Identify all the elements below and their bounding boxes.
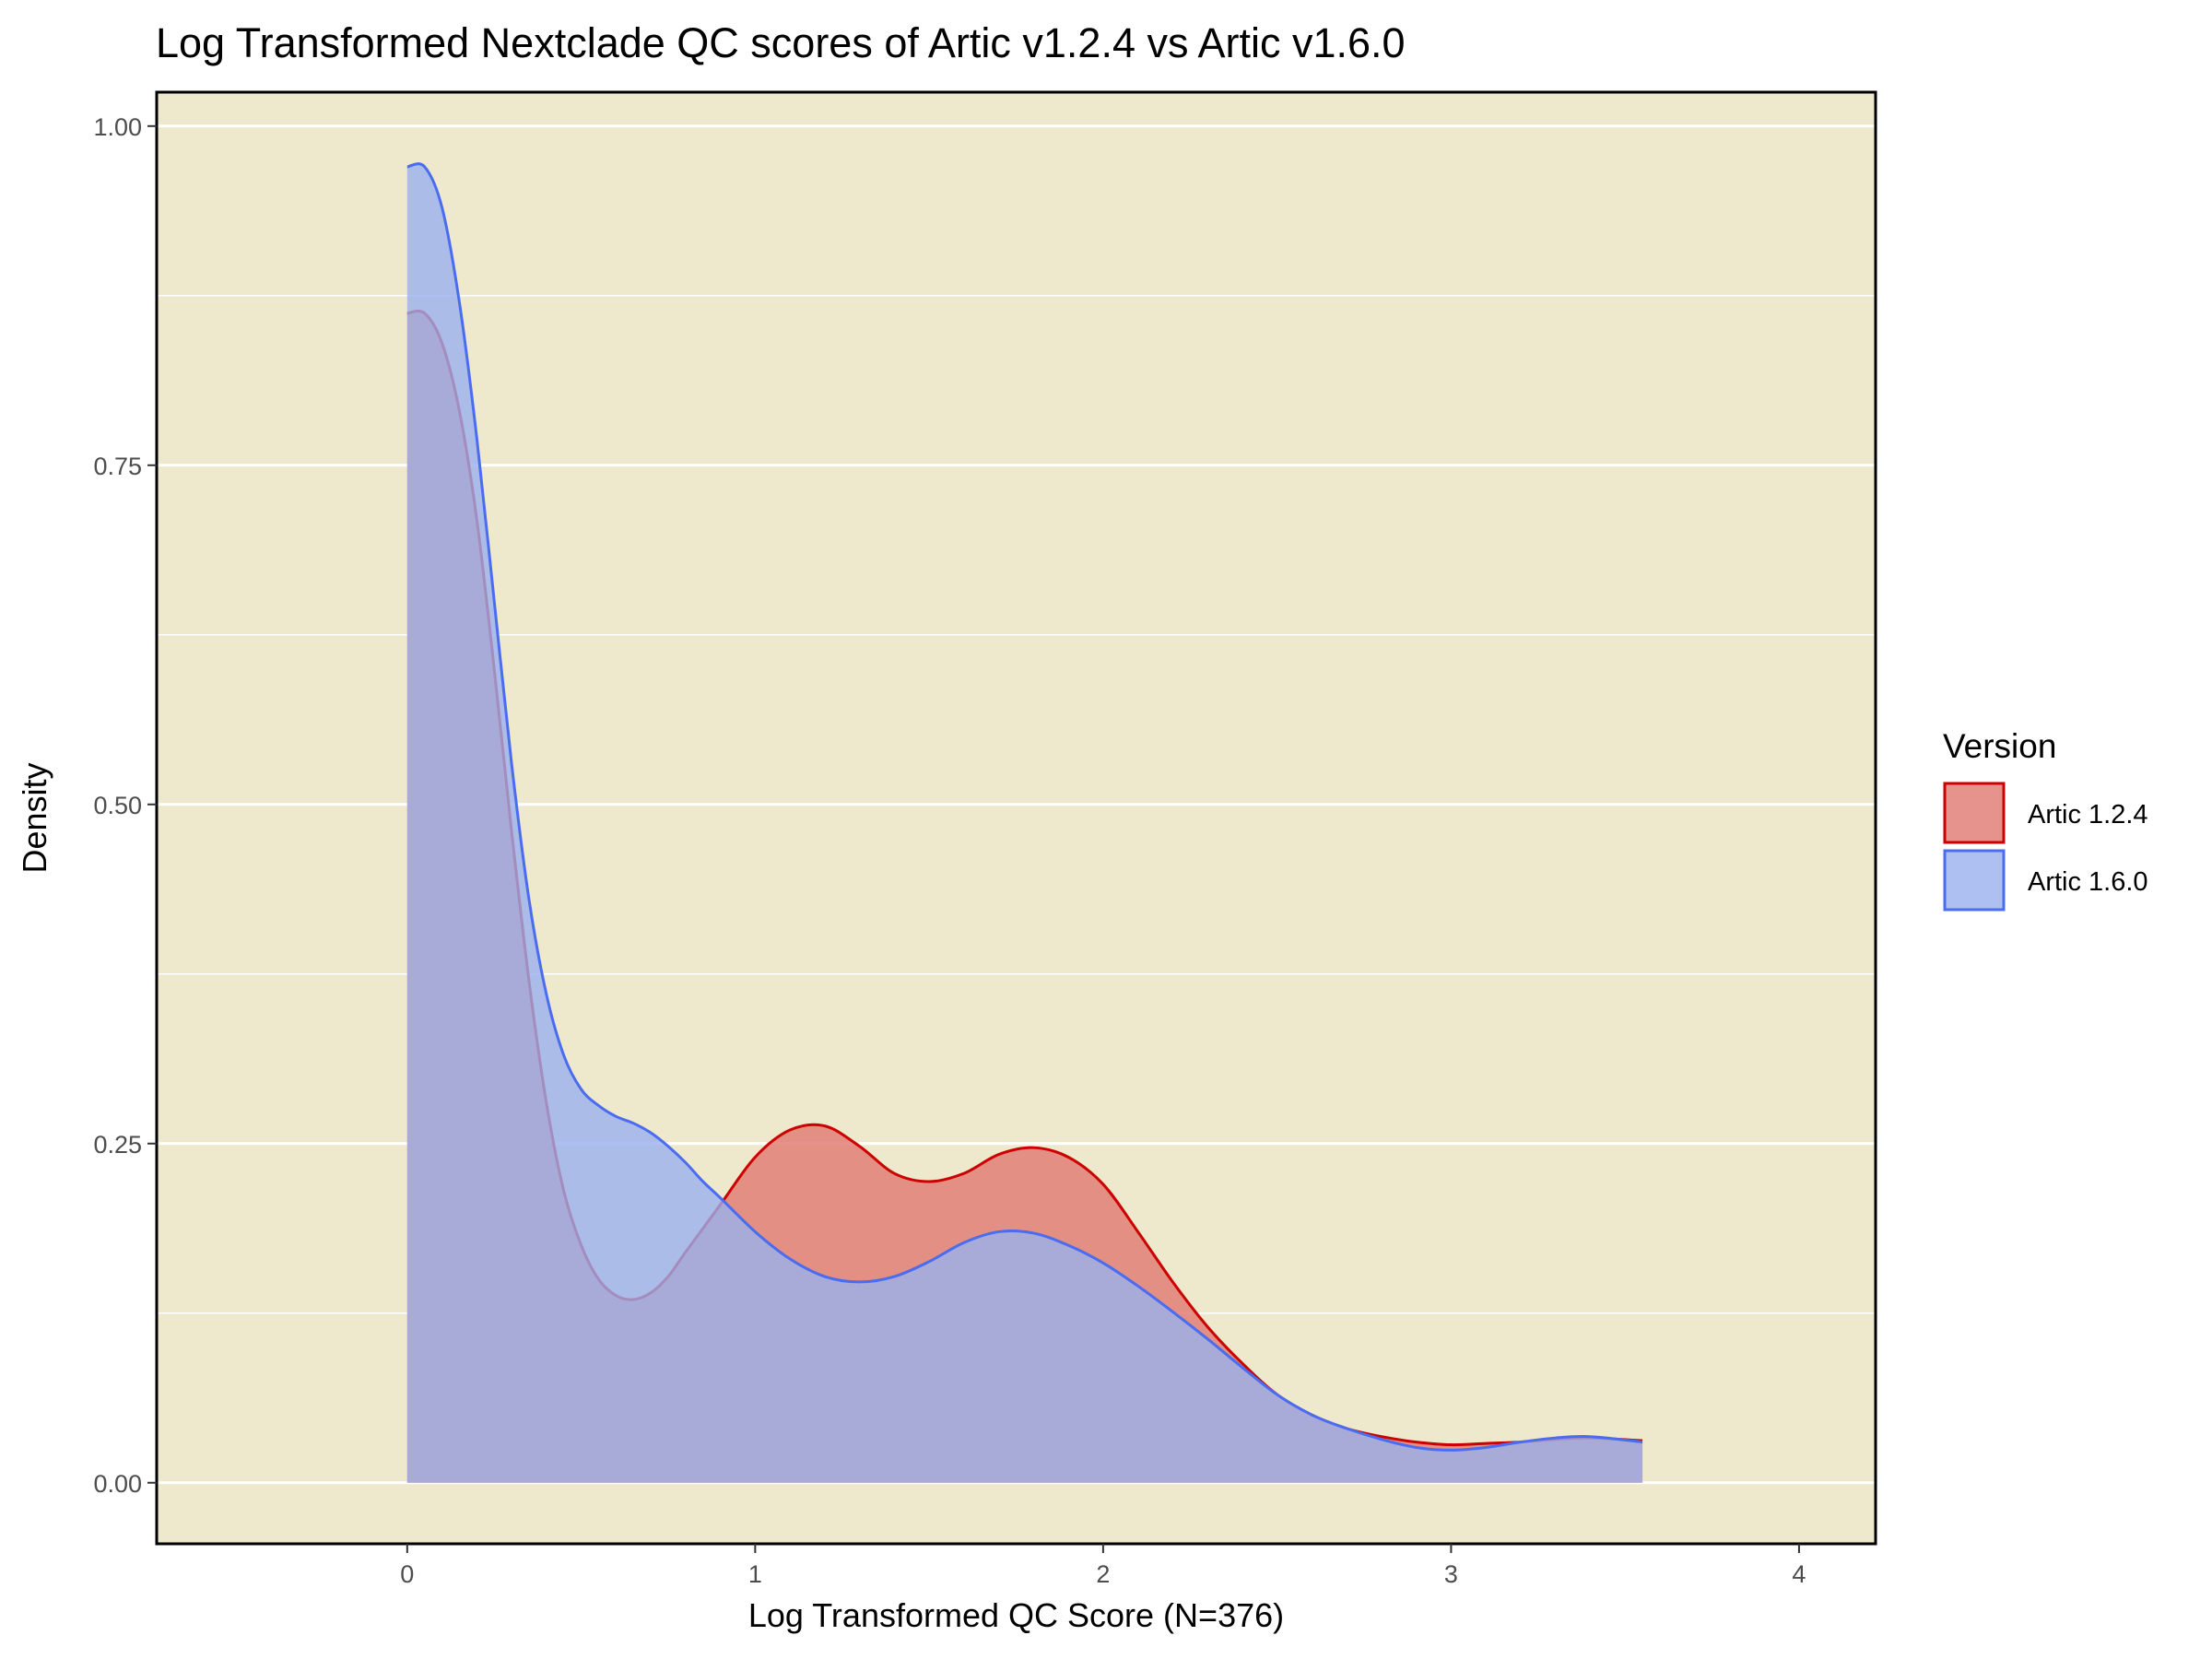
- legend: Version Artic 1.2.4 Artic 1.6.0: [1943, 727, 2148, 912]
- plot-panel-border: [155, 90, 1877, 1546]
- x-tick-label: 4: [1792, 1560, 1806, 1588]
- legend-label-series-1: Artic 1.2.4: [2028, 800, 2148, 830]
- y-tick-label: 0.50: [93, 792, 142, 819]
- density-area-series-2: [406, 163, 1643, 1483]
- legend-key-series-1: [1943, 782, 2006, 844]
- y-tick-label: 0.00: [93, 1470, 142, 1498]
- x-tick-label: 3: [1444, 1560, 1458, 1588]
- density-areas: [406, 162, 1643, 1483]
- x-tick-label: 1: [748, 1560, 762, 1588]
- density-line-series-2: [406, 162, 1643, 1452]
- y-tick-label: 1.00: [93, 113, 142, 141]
- axis-ticks: 0 1 2 3 4 0.00 0.25 0.50 0.75 1.00: [93, 113, 1806, 1588]
- y-tick-label: 0.75: [93, 453, 142, 480]
- y-axis-title: Density: [16, 762, 53, 873]
- x-tick-label: 0: [400, 1560, 414, 1588]
- legend-title: Version: [1943, 727, 2056, 765]
- x-axis-title: Log Transformed QC Score (N=376): [748, 1596, 1284, 1634]
- legend-label-series-2: Artic 1.6.0: [2028, 867, 2148, 897]
- legend-key-series-2: [1943, 849, 2006, 912]
- x-tick-label: 2: [1096, 1560, 1110, 1588]
- y-tick-label: 0.25: [93, 1131, 142, 1159]
- legend-items: Artic 1.2.4 Artic 1.6.0: [1943, 782, 2148, 912]
- chart-title: Log Transformed Nextclade QC scores of A…: [156, 19, 1406, 66]
